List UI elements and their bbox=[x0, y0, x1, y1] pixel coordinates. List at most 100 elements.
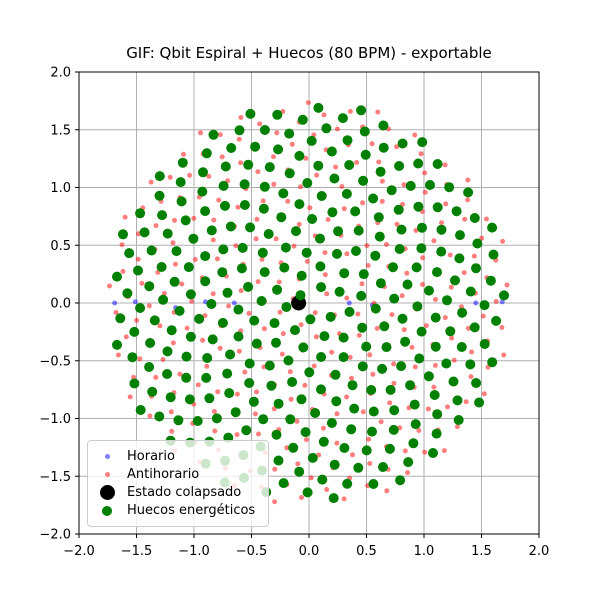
point bbox=[287, 369, 293, 375]
point bbox=[423, 371, 434, 382]
point bbox=[424, 285, 434, 296]
point bbox=[195, 382, 201, 388]
point bbox=[443, 201, 449, 207]
y-tick-label: 2.0 bbox=[50, 66, 71, 81]
point bbox=[367, 461, 373, 466]
point bbox=[284, 128, 295, 139]
point bbox=[389, 293, 400, 304]
point bbox=[322, 250, 328, 256]
y-tick-label: 1.0 bbox=[50, 181, 71, 196]
point bbox=[394, 144, 400, 150]
point bbox=[344, 251, 350, 257]
point bbox=[361, 445, 372, 456]
point bbox=[436, 224, 447, 235]
point bbox=[129, 378, 140, 389]
point bbox=[273, 455, 284, 466]
point bbox=[353, 225, 364, 236]
y-tick-label: −1.0 bbox=[39, 412, 71, 427]
point bbox=[385, 384, 396, 395]
x-tick-label: −1.5 bbox=[121, 544, 153, 559]
point bbox=[156, 262, 167, 272]
point bbox=[129, 326, 140, 337]
point bbox=[338, 352, 349, 363]
point bbox=[326, 418, 337, 428]
point bbox=[384, 488, 390, 494]
y-tick-labels: −2.0 −1.5 −1.0 −0.5 0.0 0.5 1.0 1.5 2.0 bbox=[39, 66, 71, 543]
point bbox=[200, 337, 206, 343]
point bbox=[201, 372, 212, 383]
point bbox=[442, 295, 452, 306]
point bbox=[218, 244, 229, 255]
y-tick-label: 0.5 bbox=[50, 239, 71, 254]
point bbox=[405, 180, 416, 191]
point bbox=[339, 443, 350, 453]
point bbox=[222, 368, 233, 379]
point bbox=[201, 148, 212, 159]
point bbox=[175, 177, 186, 188]
point bbox=[397, 313, 408, 324]
point bbox=[298, 342, 309, 353]
point bbox=[350, 452, 355, 458]
point bbox=[493, 299, 499, 304]
point bbox=[245, 222, 256, 233]
point bbox=[447, 252, 453, 258]
point bbox=[285, 414, 296, 425]
point bbox=[341, 206, 347, 212]
point bbox=[123, 334, 129, 340]
point bbox=[181, 151, 186, 157]
point bbox=[324, 291, 330, 297]
point bbox=[439, 220, 444, 226]
point bbox=[284, 168, 295, 179]
point bbox=[146, 303, 152, 309]
point bbox=[321, 123, 332, 134]
point bbox=[188, 233, 199, 244]
point bbox=[442, 162, 448, 168]
point bbox=[280, 331, 286, 337]
point bbox=[264, 360, 275, 371]
point bbox=[483, 216, 489, 222]
point bbox=[346, 300, 352, 306]
legend-item-estado-colapsado: Estado colapsado bbox=[95, 484, 260, 502]
point bbox=[122, 214, 128, 220]
point bbox=[271, 429, 282, 440]
legend-label-antihorario: Antihorario bbox=[127, 466, 200, 482]
point bbox=[165, 392, 176, 403]
point bbox=[417, 222, 427, 233]
point bbox=[461, 270, 467, 276]
point bbox=[260, 198, 266, 204]
point bbox=[332, 248, 342, 259]
point bbox=[491, 315, 502, 326]
point bbox=[212, 428, 218, 434]
point bbox=[283, 355, 294, 366]
point bbox=[233, 304, 244, 315]
point bbox=[303, 437, 309, 443]
point bbox=[445, 404, 450, 410]
point bbox=[113, 310, 119, 315]
point bbox=[334, 286, 345, 297]
point bbox=[294, 150, 305, 161]
point bbox=[455, 230, 465, 241]
point bbox=[381, 342, 392, 353]
point bbox=[135, 256, 141, 262]
point bbox=[239, 200, 250, 210]
point bbox=[288, 396, 294, 402]
point bbox=[127, 352, 138, 363]
legend-marker-box bbox=[95, 471, 119, 477]
estado-colapsado-marker-icon bbox=[99, 485, 115, 501]
point bbox=[448, 376, 459, 387]
point bbox=[294, 199, 305, 210]
point bbox=[342, 135, 353, 146]
point bbox=[488, 249, 499, 260]
point bbox=[397, 138, 408, 149]
point bbox=[310, 408, 321, 418]
point bbox=[412, 301, 423, 312]
point bbox=[287, 377, 298, 387]
point bbox=[298, 322, 304, 328]
point bbox=[357, 322, 368, 333]
point bbox=[414, 353, 425, 364]
point bbox=[402, 448, 408, 454]
point bbox=[206, 173, 212, 179]
point bbox=[308, 475, 314, 481]
point bbox=[242, 369, 248, 375]
point bbox=[499, 325, 505, 330]
